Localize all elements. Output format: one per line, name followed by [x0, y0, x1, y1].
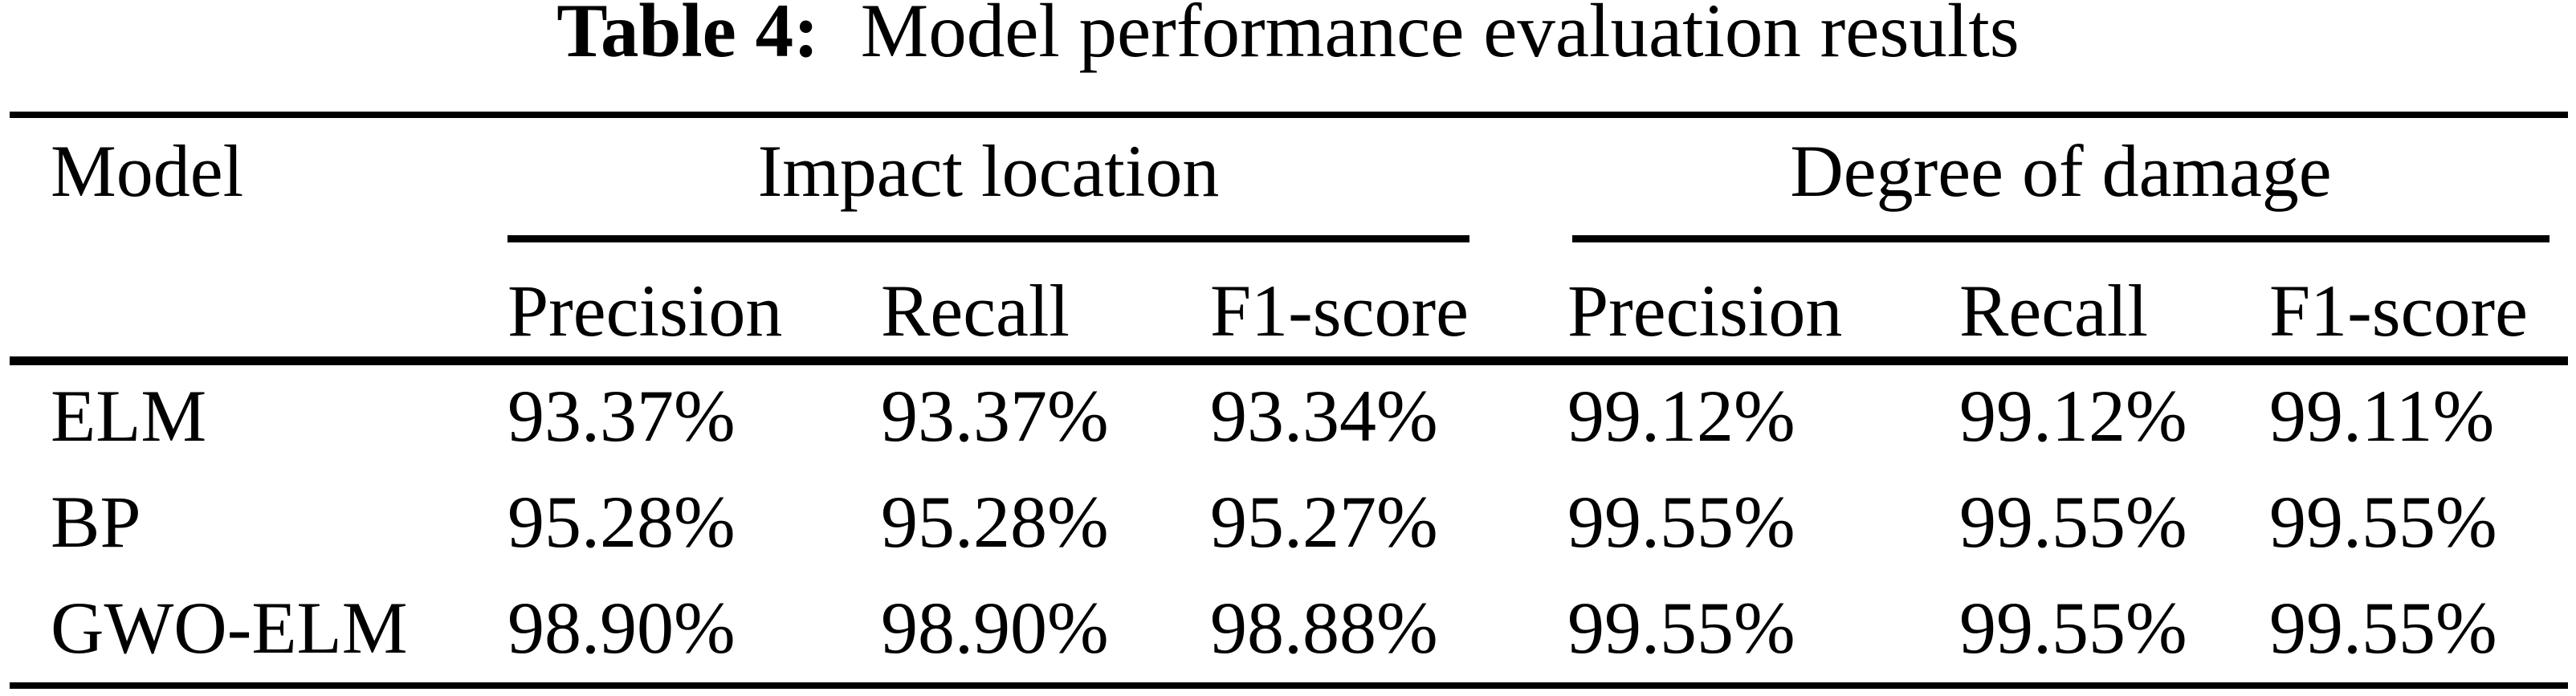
table-caption-label: Table 4:	[556, 0, 819, 73]
table-row: ELM 93.37% 93.37% 93.34% 99.12% 99.12% 9…	[0, 379, 2576, 467]
cell-value: 98.90%	[881, 587, 1109, 669]
cell-value: 98.90%	[507, 587, 736, 669]
cell-value: 99.55%	[1567, 481, 1795, 563]
top-rule	[10, 112, 2568, 118]
column-header-recall-impact: Recall	[881, 270, 1070, 352]
group-header-degree-of-damage: Degree of damage	[1790, 130, 2332, 212]
cell-value: 99.55%	[2269, 587, 2497, 669]
mid-rule	[10, 356, 2568, 365]
cell-value: 93.37%	[507, 375, 736, 457]
impact-location-rule	[507, 235, 1469, 242]
cell-value: 99.55%	[1959, 481, 2187, 563]
column-header-recall-damage: Recall	[1959, 270, 2148, 352]
cell-value: 93.37%	[881, 375, 1109, 457]
column-header-f1-damage: F1-score	[2269, 270, 2528, 352]
sub-header-row: Precision Recall F1-score Precision Reca…	[0, 274, 2576, 362]
cell-value: 93.34%	[1210, 375, 1438, 457]
cell-value: 99.55%	[1567, 587, 1795, 669]
row-label-gwo-elm: GWO-ELM	[51, 587, 408, 669]
table-row: GWO-ELM 98.90% 98.90% 98.88% 99.55% 99.5…	[0, 591, 2576, 679]
cell-value: 95.28%	[881, 481, 1109, 563]
bottom-rule	[10, 682, 2568, 689]
degree-of-damage-rule	[1572, 235, 2550, 242]
cell-value: 98.88%	[1210, 587, 1438, 669]
column-header-f1-impact: F1-score	[1210, 270, 1469, 352]
cell-value: 99.55%	[1959, 587, 2187, 669]
column-header-precision-impact: Precision	[507, 270, 783, 352]
table-caption: Table 4: Model performance evaluation res…	[0, 0, 2576, 69]
cell-value: 99.12%	[1959, 375, 2187, 457]
table-caption-text: Model performance evaluation results	[860, 0, 2020, 73]
column-header-model: Model	[51, 130, 244, 212]
cell-value: 99.55%	[2269, 481, 2497, 563]
row-label-bp: BP	[51, 481, 141, 563]
group-header-impact-location: Impact location	[757, 130, 1220, 212]
column-header-precision-damage: Precision	[1567, 270, 1843, 352]
cell-value: 95.28%	[507, 481, 736, 563]
group-header-row: Model Impact location Degree of damage	[0, 134, 2576, 222]
row-label-elm: ELM	[51, 375, 207, 457]
table-row: BP 95.28% 95.28% 95.27% 99.55% 99.55% 99…	[0, 485, 2576, 573]
cell-value: 99.11%	[2269, 375, 2495, 457]
cell-value: 95.27%	[1210, 481, 1438, 563]
cell-value: 99.12%	[1567, 375, 1795, 457]
